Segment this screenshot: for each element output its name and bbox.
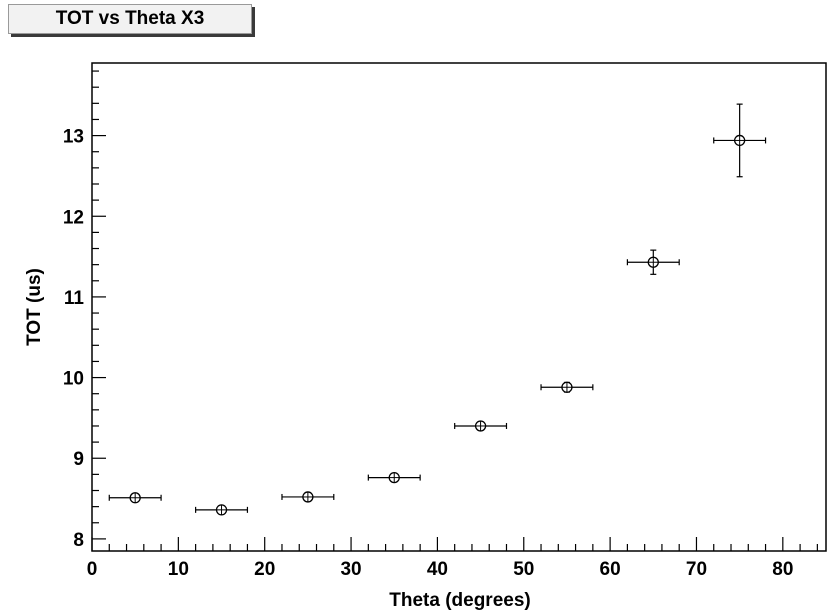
y-tick-label: 10 bbox=[63, 369, 84, 390]
data-point bbox=[195, 504, 249, 516]
x-tick-label: 10 bbox=[168, 559, 189, 580]
y-tick-label: 12 bbox=[63, 207, 84, 228]
x-tick-labels: 0 10 20 30 40 50 60 70 80 bbox=[87, 559, 794, 580]
x-tick-label: 30 bbox=[340, 559, 361, 580]
x-tick-label: 40 bbox=[427, 559, 448, 580]
x-tick-label: 0 bbox=[87, 559, 98, 580]
x-tick-label: 60 bbox=[600, 559, 621, 580]
chart-title: TOT vs Theta X3 bbox=[8, 4, 252, 34]
data-points bbox=[108, 103, 767, 516]
data-point bbox=[367, 471, 421, 484]
y-tick-label: 11 bbox=[64, 288, 85, 309]
x-axis-title: Theta (degrees) bbox=[389, 590, 530, 611]
y-axis-title: TOT (us) bbox=[24, 268, 45, 346]
data-point bbox=[108, 492, 162, 504]
data-point bbox=[713, 103, 767, 178]
x-tick-label: 20 bbox=[254, 559, 275, 580]
x-tick-label: 50 bbox=[513, 559, 534, 580]
axis-ticks bbox=[91, 70, 818, 551]
x-tick-label: 80 bbox=[772, 559, 793, 580]
data-point bbox=[281, 491, 335, 503]
data-point bbox=[454, 420, 508, 432]
y-tick-label: 13 bbox=[63, 127, 84, 148]
y-tick-label: 9 bbox=[73, 449, 84, 470]
data-point bbox=[626, 249, 680, 275]
y-tick-label: 8 bbox=[73, 530, 84, 551]
x-tick-label: 70 bbox=[686, 559, 707, 580]
plot-frame bbox=[91, 62, 827, 552]
data-point bbox=[540, 381, 594, 393]
y-tick-labels: 8 9 10 11 12 13 bbox=[63, 127, 85, 551]
